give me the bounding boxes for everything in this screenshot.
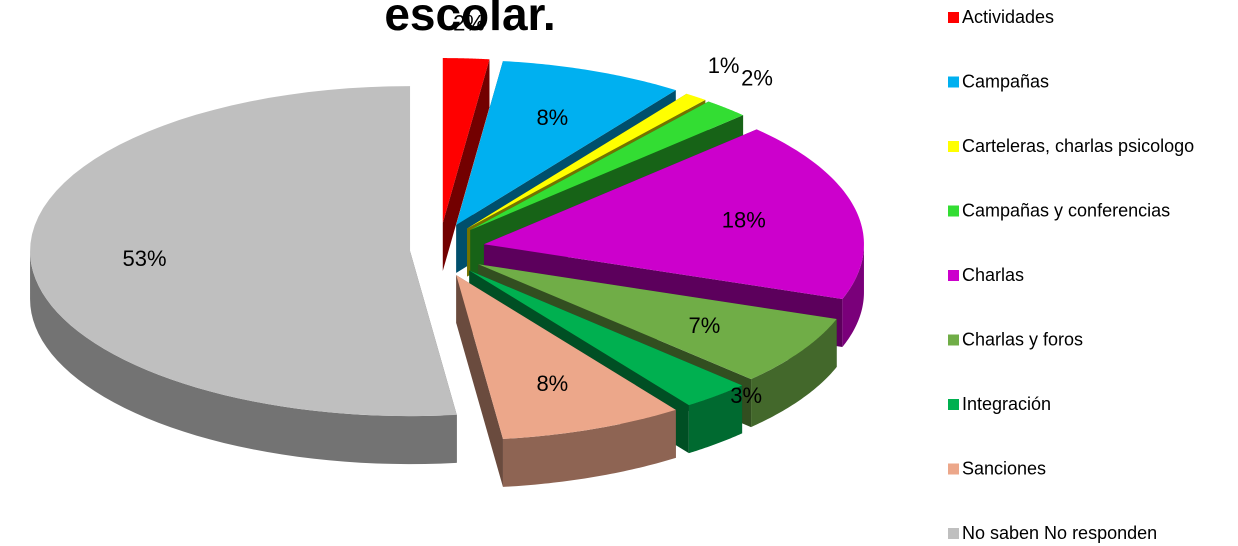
data-label: 18%: [722, 208, 766, 233]
slice-side: [442, 59, 490, 272]
slice: [478, 264, 837, 380]
legend-swatch: [948, 141, 959, 152]
slice-side: [688, 385, 743, 454]
data-label: 7%: [689, 313, 721, 338]
legend-label: Charlas: [962, 265, 1024, 285]
legend-label: Campañas y conferencias: [962, 201, 1170, 221]
data-label: 8%: [536, 371, 568, 396]
slice: [30, 86, 457, 417]
slice-tops: [30, 58, 864, 439]
slice: [442, 58, 490, 224]
legend-label: Actividades: [962, 7, 1054, 27]
legend-label: Campañas: [962, 72, 1049, 92]
legend-label: Carteleras, charlas psicologo: [962, 136, 1194, 156]
legend-label: Integración: [962, 394, 1051, 414]
chart-title: escolar.: [384, 0, 555, 40]
legend-label: No saben No responden: [962, 523, 1157, 543]
slice: [456, 275, 676, 439]
legend-label: Sanciones: [962, 459, 1046, 479]
legend-label: Charlas y foros: [962, 330, 1083, 350]
data-label: 1%: [708, 53, 740, 78]
slice-side: [30, 251, 457, 465]
slice: [483, 129, 864, 300]
slice: [456, 61, 676, 225]
legend-swatch: [948, 76, 959, 88]
legend-swatch: [948, 270, 959, 281]
legend-swatch: [948, 528, 959, 539]
slice-side: [751, 319, 837, 428]
data-label: 3%: [730, 383, 762, 408]
legend-swatch: [948, 205, 959, 217]
slice-side: [842, 244, 864, 348]
slice-side: [456, 275, 503, 487]
legend-swatch: [948, 334, 959, 346]
legend-swatch: [948, 399, 959, 410]
slice: [469, 270, 743, 406]
slice: [470, 101, 744, 231]
legend-swatch: [948, 463, 959, 475]
legend-swatch: [948, 12, 959, 23]
slice-side: [502, 409, 676, 487]
data-label: 53%: [123, 246, 167, 271]
slice: [467, 93, 706, 229]
data-label: 8%: [536, 105, 568, 130]
data-label: 2%: [453, 11, 485, 36]
data-label: 2%: [741, 65, 773, 90]
